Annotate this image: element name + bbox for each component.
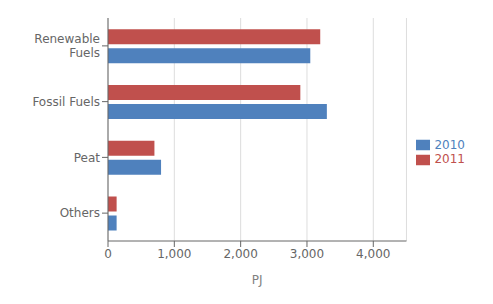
svg-text:Others: Others [60, 206, 100, 220]
html-text:2010: 2010 [434, 137, 465, 152]
svg-text:0: 0 [104, 247, 112, 261]
svg-text:PJ: PJ [252, 273, 263, 287]
svg-text:3,000: 3,000 [290, 247, 324, 261]
svg-text:2,000: 2,000 [223, 247, 257, 261]
svg-text:1,000: 1,000 [157, 247, 191, 261]
svg-text:RenewableFuels: RenewableFuels [34, 32, 100, 59]
html-text:2011: 2011 [434, 152, 465, 166]
svg-text:Peat: Peat [74, 151, 101, 165]
svg-text:4,000: 4,000 [356, 247, 390, 261]
svg-text:Fossil Fuels: Fossil Fuels [32, 95, 100, 109]
